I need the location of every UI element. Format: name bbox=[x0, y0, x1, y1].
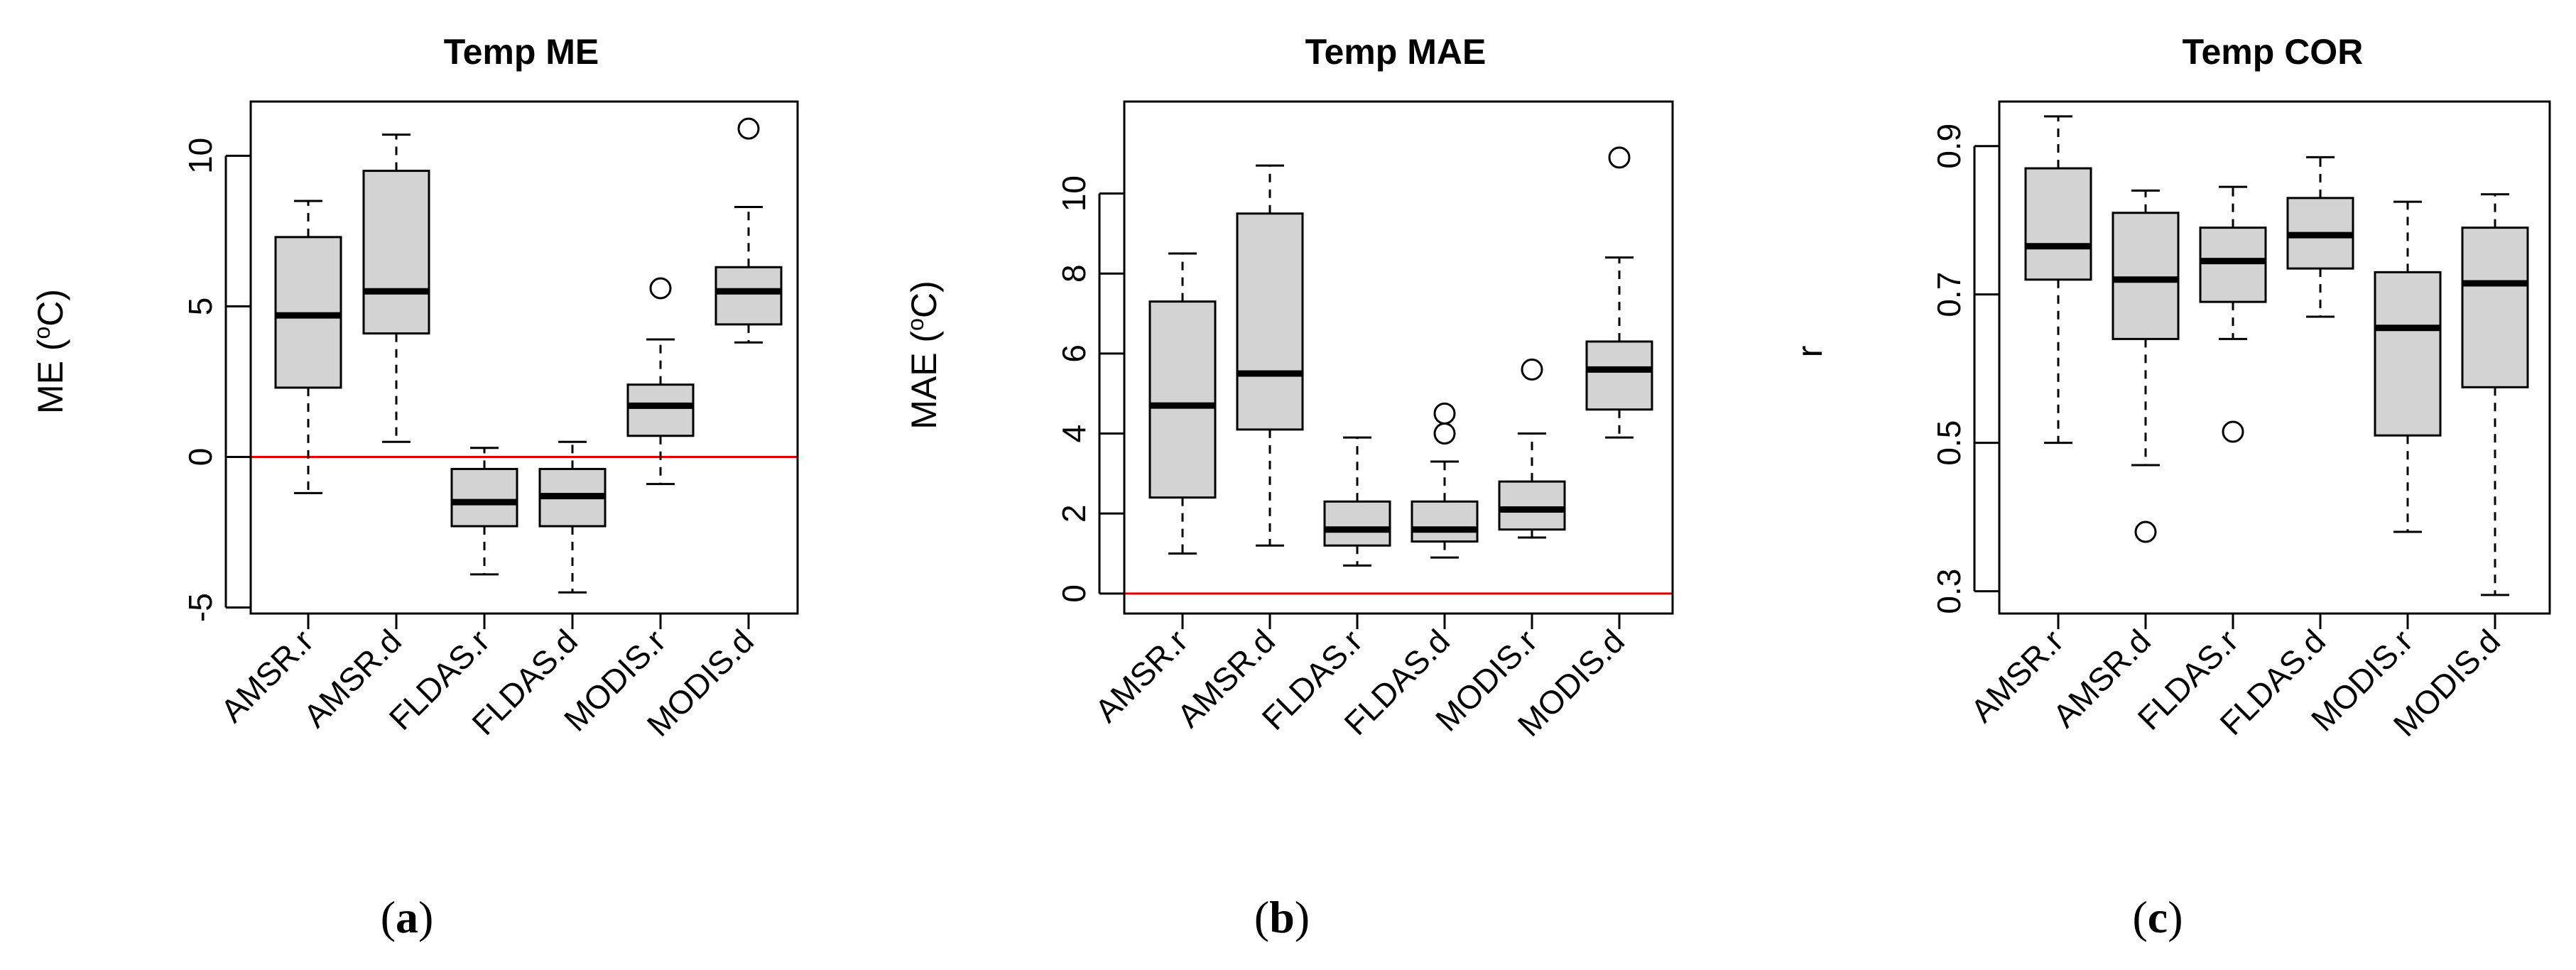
y-axis-label: r bbox=[1790, 346, 1830, 358]
box-modis-d bbox=[1585, 340, 1653, 411]
plot-area: 0.30.50.70.9AMSR.rAMSR.dFLDAS.rFLDAS.dMO… bbox=[1930, 100, 2551, 743]
box-modis-r bbox=[2374, 271, 2442, 437]
y-tick-label: 10 bbox=[182, 138, 219, 174]
y-tick-label: 0 bbox=[182, 448, 219, 467]
box-amsr-d bbox=[362, 170, 430, 335]
box-amsr-r bbox=[2024, 167, 2092, 281]
box-modis-d bbox=[714, 266, 783, 326]
outlier-point bbox=[1433, 402, 1456, 425]
panel-label: (b) bbox=[1254, 892, 1310, 942]
y-axis-label: MAE (oC) bbox=[903, 280, 944, 429]
box-modis-d bbox=[2461, 227, 2529, 388]
panel-label: (a) bbox=[381, 892, 434, 942]
chart-title: Temp ME bbox=[444, 32, 599, 72]
y-tick-label: 0.7 bbox=[1930, 272, 1967, 317]
y-tick-label: 5 bbox=[182, 298, 219, 316]
y-tick-label: 10 bbox=[1055, 175, 1092, 212]
box-modis-r bbox=[1498, 480, 1566, 531]
y-tick-label: 0 bbox=[1055, 584, 1092, 603]
y-tick-label: 4 bbox=[1055, 425, 1092, 443]
box-amsr-d bbox=[1236, 212, 1304, 431]
panel-temp-me: Temp ME ME (oC) -50510AMSR.rAMSR.dFLDAS.… bbox=[29, 32, 799, 942]
y-tick-label: 2 bbox=[1055, 504, 1092, 523]
chart-title: Temp COR bbox=[2183, 32, 2364, 72]
outlier-point bbox=[737, 117, 760, 140]
plot-area: 0246810AMSR.rAMSR.dFLDAS.rFLDAS.dMODIS.r… bbox=[1055, 100, 1674, 743]
outlier-point bbox=[649, 277, 672, 300]
chart-title: Temp MAE bbox=[1305, 32, 1487, 72]
y-tick-label: -5 bbox=[182, 593, 219, 622]
box-amsr-r bbox=[1148, 300, 1217, 499]
y-tick-label: 8 bbox=[1055, 264, 1092, 283]
y-tick-label: 6 bbox=[1055, 344, 1092, 363]
y-axis-label: ME (oC) bbox=[29, 289, 70, 414]
panel-temp-mae: Temp MAE MAE (oC) 0246810AMSR.rAMSR.dFLD… bbox=[903, 32, 1674, 942]
box-fldas-r bbox=[450, 467, 518, 528]
box-fldas-r bbox=[2199, 227, 2267, 303]
outlier-point bbox=[2222, 420, 2244, 443]
box-amsr-d bbox=[2112, 212, 2180, 340]
y-tick-label: 0.9 bbox=[1930, 124, 1967, 169]
box-modis-r bbox=[626, 383, 695, 437]
outlier-point bbox=[1608, 146, 1631, 169]
y-tick-label: 0.5 bbox=[1930, 420, 1967, 466]
panel-label: (c) bbox=[2132, 892, 2183, 942]
plot-area: -50510AMSR.rAMSR.dFLDAS.rFLDAS.dMODIS.rM… bbox=[182, 100, 799, 743]
box-fldas-d bbox=[1411, 500, 1479, 543]
panel-temp-cor: Temp COR r 0.30.50.70.9AMSR.rAMSR.dFLDAS… bbox=[1790, 32, 2551, 942]
outlier-point bbox=[2134, 521, 2157, 543]
y-tick-label: 0.3 bbox=[1930, 569, 1967, 614]
outlier-point bbox=[1521, 358, 1543, 381]
outlier-point bbox=[1433, 423, 1456, 445]
box-fldas-r bbox=[1323, 500, 1391, 547]
